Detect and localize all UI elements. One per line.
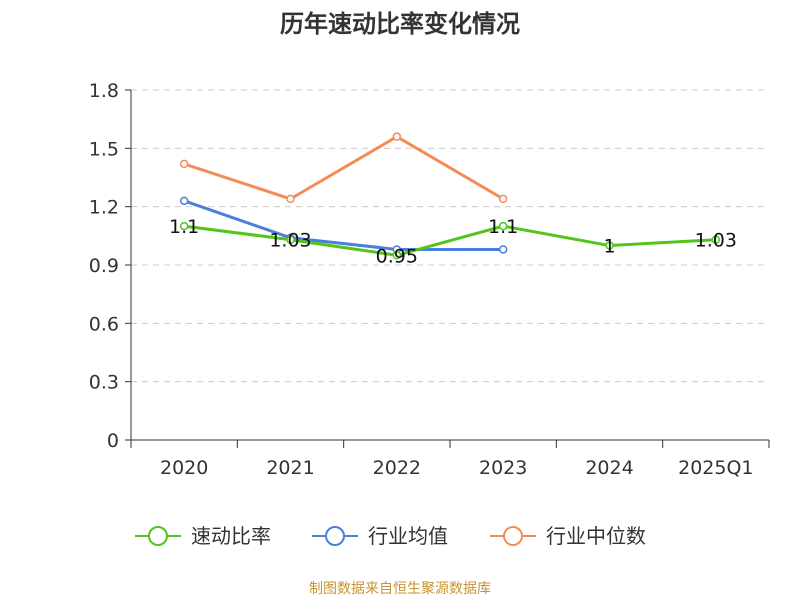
x-tick-label: 2025Q1 <box>678 457 753 479</box>
legend-label: 行业中位数 <box>546 524 646 548</box>
legend[interactable]: 速动比率 行业均值 行业中位数 <box>135 524 646 548</box>
series-point <box>605 241 614 250</box>
data-labels: 1.1 1.03 0.95 1.1 1 1.03 <box>169 216 737 267</box>
series-group <box>179 132 721 260</box>
series-point <box>498 245 508 254</box>
data-label: 0.95 <box>376 245 418 267</box>
series-point <box>286 194 295 204</box>
grid <box>131 89 769 383</box>
y-tick-label: 1.5 <box>89 138 119 160</box>
y-tick-label: 0.6 <box>89 313 119 335</box>
series-point <box>286 235 295 244</box>
x-tick-label: 2023 <box>479 457 527 479</box>
chart-title: 历年速动比率变化情况 <box>280 10 520 38</box>
data-label: 1.03 <box>269 230 311 252</box>
legend-item[interactable]: 速动比率 <box>135 524 271 548</box>
series-line-0 <box>183 224 716 257</box>
y-tick-label: 0.3 <box>89 372 119 394</box>
series-point <box>179 196 189 206</box>
legend-marker <box>503 526 523 546</box>
x-tick-label: 2020 <box>160 457 208 479</box>
axes: 0 0.3 0.6 0.9 1.2 1.5 1.8 2020 2021 2022 2023 2024 2… <box>89 80 770 479</box>
y-tick-label: 0 <box>107 430 119 452</box>
x-tick-label: 2021 <box>266 457 314 479</box>
series-point <box>498 194 508 204</box>
series-point <box>179 159 189 169</box>
legend-item[interactable]: 行业中位数 <box>490 524 646 548</box>
data-label: 1.03 <box>695 230 737 252</box>
series-point <box>392 132 402 141</box>
x-tick-label: 2022 <box>373 457 421 479</box>
series-point <box>498 221 508 231</box>
legend-label: 行业均值 <box>368 524 448 548</box>
legend-item[interactable]: 行业均值 <box>312 524 448 548</box>
y-tick-label: 1.2 <box>89 197 119 219</box>
series-line-1 <box>183 199 504 251</box>
series-point <box>711 235 721 244</box>
data-label: 1.1 <box>169 216 199 238</box>
data-label: 1 <box>603 236 615 258</box>
series-line-2 <box>183 135 504 201</box>
x-tick-label: 2024 <box>585 457 633 479</box>
series-point <box>392 251 402 260</box>
source-note: 制图数据来自恒生聚源数据库 <box>309 581 491 597</box>
legend-marker <box>325 526 345 546</box>
legend-marker <box>148 526 168 546</box>
data-label: 1.1 <box>488 216 518 238</box>
series-point <box>179 221 189 231</box>
y-tick-label: 1.8 <box>89 80 119 102</box>
y-tick-label: 0.9 <box>89 255 119 277</box>
legend-label: 速动比率 <box>191 524 271 548</box>
